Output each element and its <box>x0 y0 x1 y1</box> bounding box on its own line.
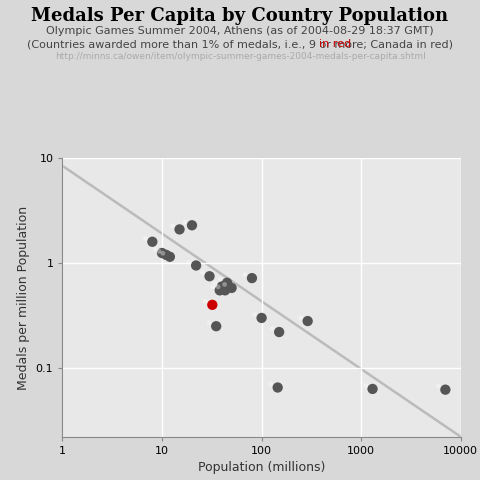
X-axis label: Population (millions): Population (millions) <box>198 461 325 474</box>
Point <box>221 281 228 288</box>
Point <box>268 324 276 332</box>
Point <box>168 222 176 230</box>
Point <box>166 253 174 261</box>
Point <box>276 328 283 336</box>
Text: http://minns.ca/owen/item/olympic-summer-games-2004-medals-per-capita.shtml: http://minns.ca/owen/item/olympic-summer… <box>55 52 425 61</box>
Point <box>248 274 256 282</box>
Point <box>228 284 236 292</box>
Text: Medals Per Capita by Country Population: Medals Per Capita by Country Population <box>31 7 449 25</box>
Point <box>208 301 216 309</box>
Point <box>205 319 213 326</box>
Point <box>158 249 166 257</box>
Point <box>142 234 149 242</box>
Point <box>192 262 200 269</box>
Point <box>162 251 170 259</box>
Point <box>267 380 275 388</box>
Point <box>211 279 219 287</box>
Point <box>212 323 220 330</box>
Point <box>209 283 216 291</box>
Point <box>274 384 281 391</box>
Point <box>181 218 189 226</box>
Point <box>218 283 226 290</box>
Point <box>241 271 249 278</box>
Point <box>258 314 265 322</box>
Text: Olympic Games Summer 2004, Athens (as of 2004-08-29 18:37 GMT): Olympic Games Summer 2004, Athens (as of… <box>46 26 434 36</box>
Point <box>148 238 156 246</box>
Point <box>434 383 442 390</box>
Text: in red: in red <box>319 39 351 49</box>
Point <box>155 248 163 255</box>
Point <box>304 317 312 325</box>
Point <box>216 276 224 283</box>
Point <box>176 226 183 233</box>
Point <box>221 287 229 294</box>
Point <box>185 258 193 266</box>
Y-axis label: Medals per million Population: Medals per million Population <box>17 205 30 390</box>
Point <box>159 250 167 257</box>
Point <box>206 273 214 280</box>
Point <box>251 311 258 318</box>
Point <box>369 385 376 393</box>
Point <box>297 314 304 322</box>
Point <box>216 287 224 294</box>
Point <box>223 279 231 287</box>
Point <box>202 298 209 305</box>
Point <box>361 382 369 389</box>
Point <box>188 221 196 229</box>
Point <box>442 386 449 394</box>
Point <box>214 283 222 291</box>
Point <box>151 246 159 253</box>
Point <box>199 269 206 276</box>
Text: (Countries awarded more than 1% of medals, i.e., 9 or more; Canada in red): (Countries awarded more than 1% of medal… <box>27 39 453 49</box>
